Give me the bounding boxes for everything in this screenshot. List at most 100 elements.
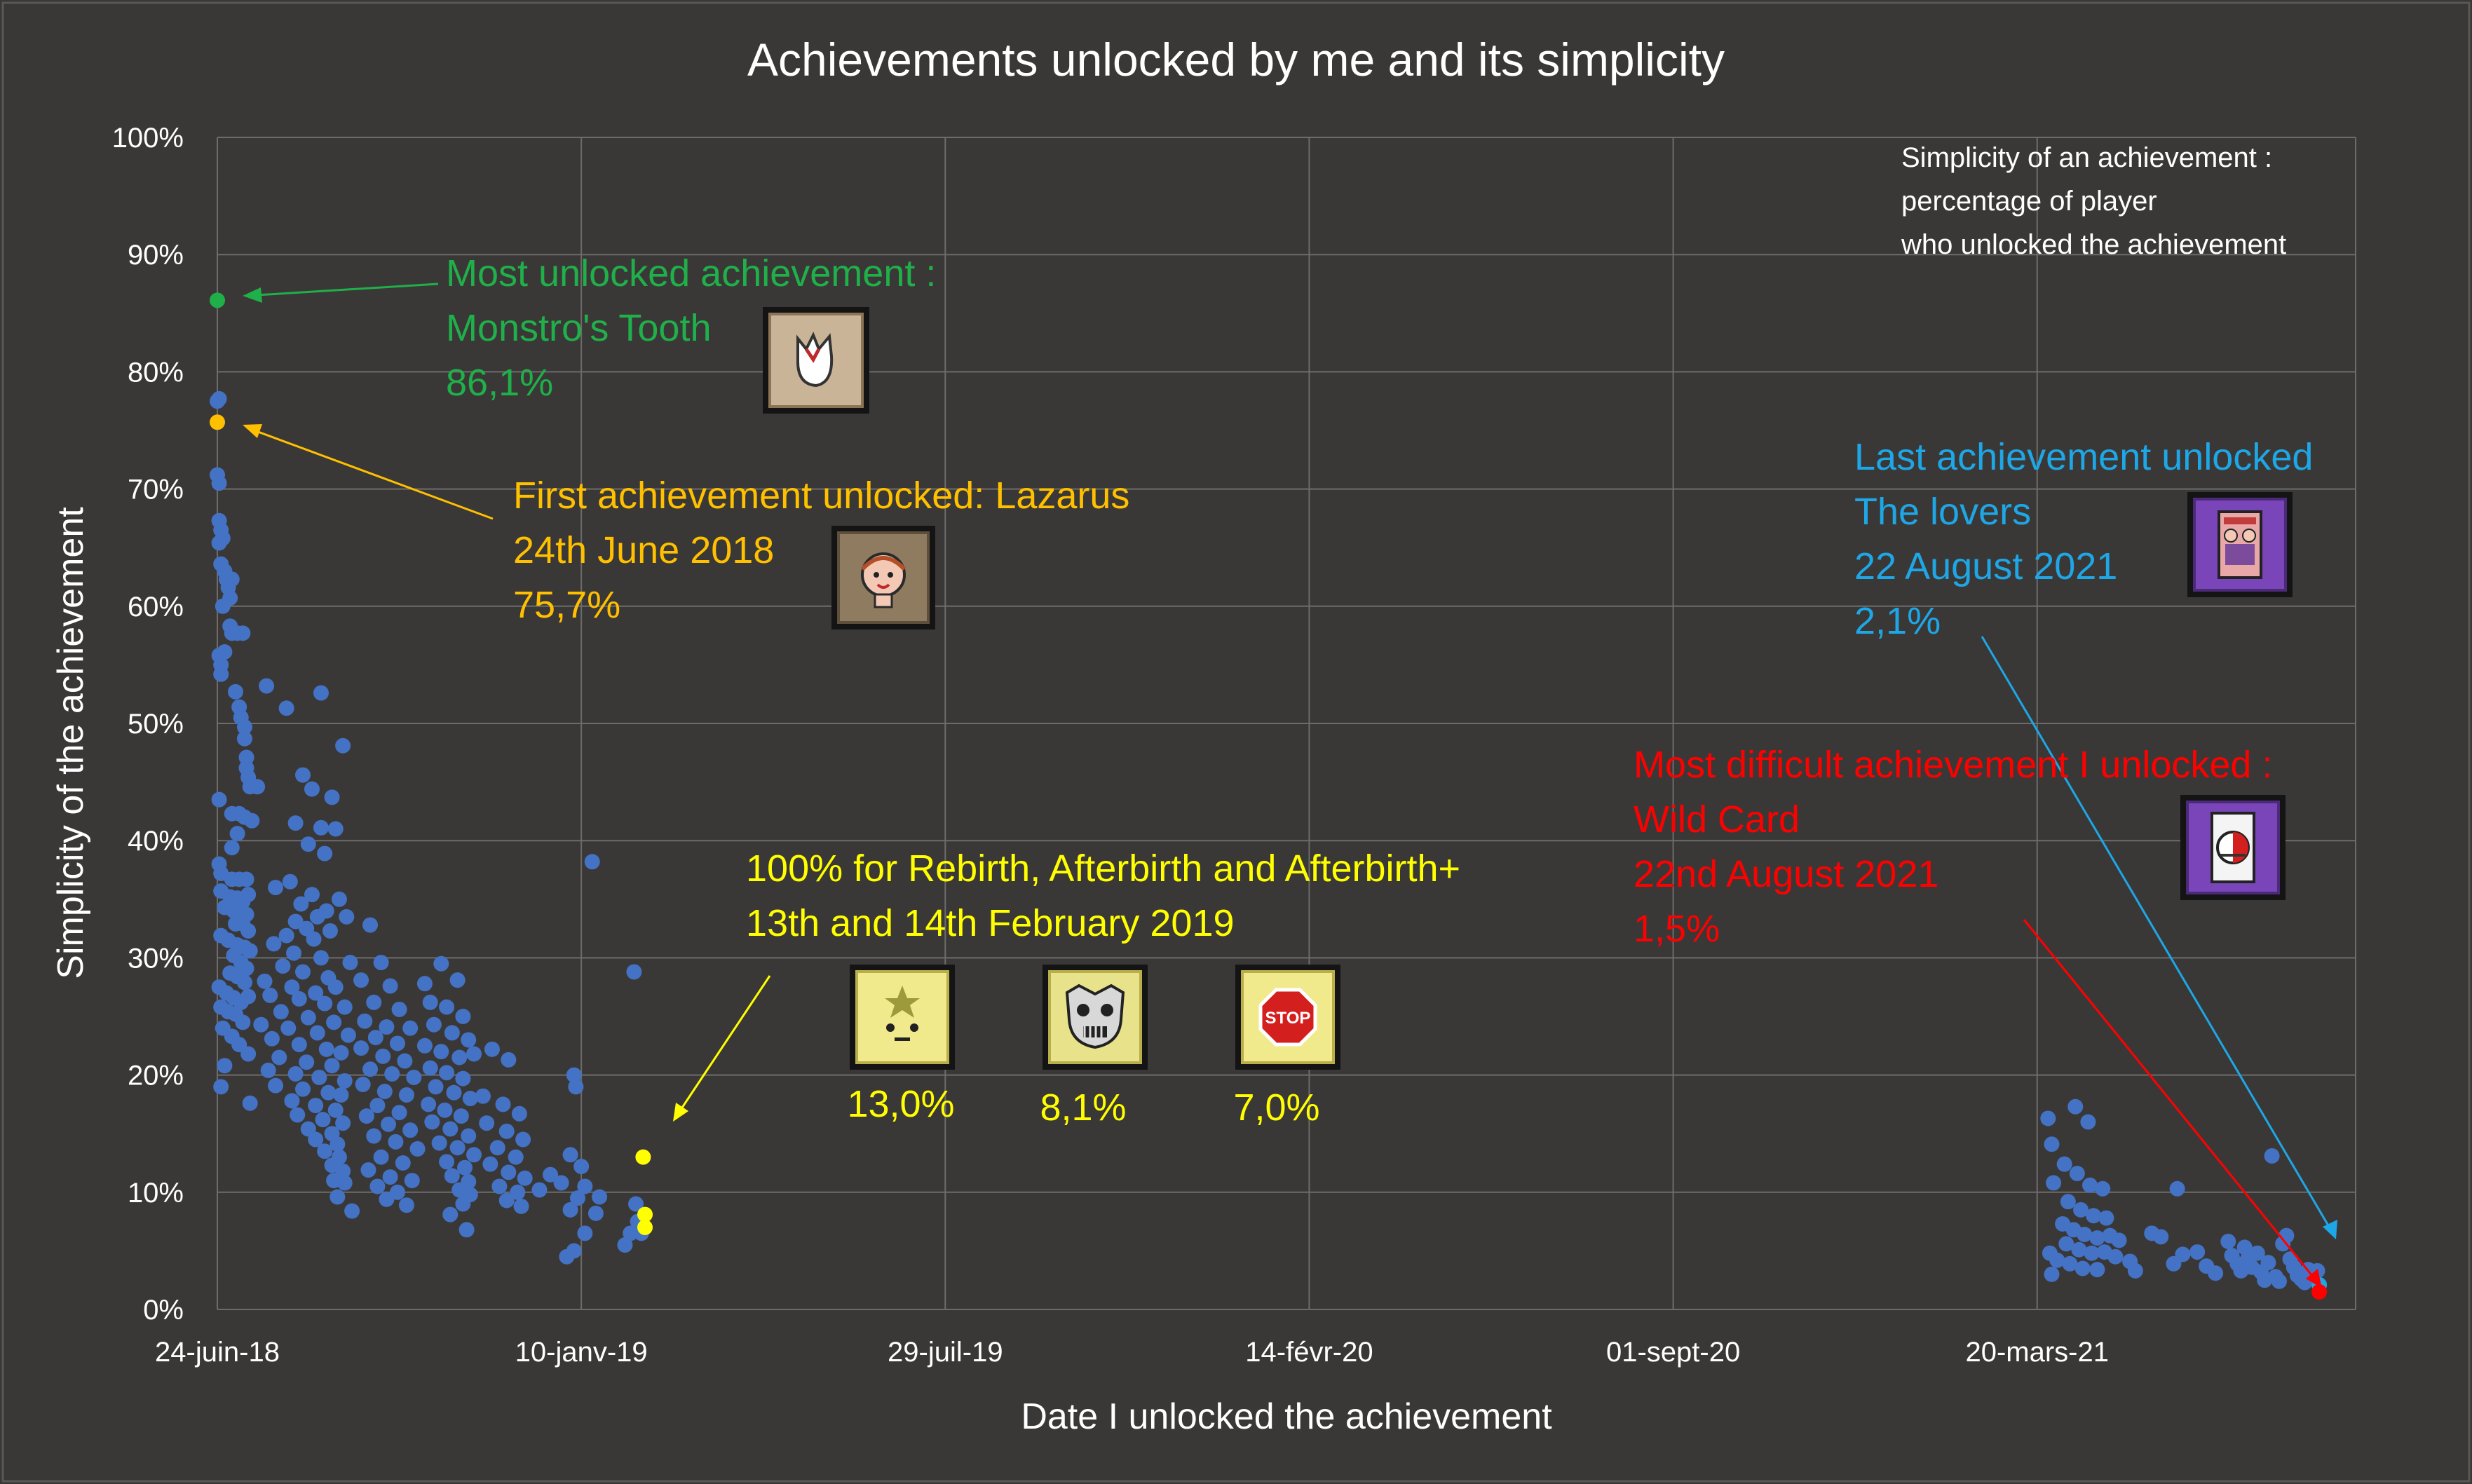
y-axis-tick-labels: 0% 10% 20% 30% 40% 50% 60% 70% 80% 90% 100%	[112, 123, 184, 1326]
data-point	[389, 1184, 405, 1200]
data-point	[240, 923, 257, 939]
data-point	[553, 1175, 569, 1191]
data-point	[227, 683, 243, 700]
data-point	[628, 1196, 644, 1212]
data-point	[562, 1147, 578, 1163]
green-arrow-line	[245, 282, 439, 297]
data-point	[2084, 1245, 2100, 1261]
data-point	[2040, 1110, 2056, 1126]
annotation-line: Most difficult achievement I unlocked :	[1634, 744, 2272, 786]
definition-note: Simplicity of an achievement : percentag…	[1901, 142, 2286, 260]
data-point	[235, 625, 251, 641]
data-point	[428, 1079, 444, 1095]
data-point	[2189, 1244, 2206, 1260]
data-point	[317, 845, 333, 862]
data-point	[287, 815, 304, 831]
x-tick-label: 24-juin-18	[155, 1337, 280, 1368]
most-unlocked-annotation: Most unlocked achievement : Monstro's To…	[243, 252, 936, 404]
data-point	[313, 819, 329, 836]
data-point	[498, 1123, 515, 1139]
data-point	[466, 1046, 482, 1062]
data-point	[253, 1016, 269, 1033]
data-point	[402, 1020, 419, 1036]
data-point	[242, 1095, 258, 1111]
data-point	[2169, 1180, 2185, 1197]
annotation-line: 24th June 2018	[513, 529, 774, 571]
data-point	[479, 1115, 495, 1131]
x-tick-label: 10-janv-19	[515, 1337, 648, 1368]
data-point	[211, 475, 227, 491]
data-point	[362, 1061, 379, 1077]
data-point	[286, 945, 302, 961]
data-point	[391, 1105, 407, 1121]
completion-value: 13,0%	[847, 1083, 954, 1125]
data-point	[2260, 1255, 2276, 1271]
data-point	[2056, 1156, 2072, 1172]
data-point	[409, 1141, 426, 1157]
data-point	[266, 936, 282, 952]
y-tick-label: 40%	[128, 826, 184, 857]
data-point	[300, 836, 316, 852]
data-point	[2220, 1234, 2236, 1250]
data-point	[2069, 1166, 2085, 1182]
data-point	[455, 1070, 471, 1087]
data-point	[376, 1084, 393, 1100]
data-point	[515, 1131, 531, 1148]
data-point	[217, 1058, 233, 1074]
data-point	[444, 1168, 460, 1184]
data-point	[224, 571, 240, 587]
data-point	[317, 995, 333, 1012]
data-point	[284, 1093, 300, 1109]
data-point	[459, 1222, 475, 1238]
data-point	[284, 979, 300, 995]
data-point	[501, 1164, 517, 1180]
data-point	[236, 730, 252, 747]
data-point	[213, 666, 229, 682]
data-point	[2153, 1229, 2169, 1245]
data-point	[240, 1046, 257, 1062]
data-point	[623, 1225, 639, 1241]
annotation-line: Wild Card	[1634, 798, 1800, 840]
data-point	[311, 1069, 327, 1085]
y-tick-label: 0%	[143, 1295, 184, 1326]
data-point	[337, 1073, 353, 1089]
yellow-arrow-line	[675, 975, 771, 1117]
wild-card-icon	[2180, 795, 2286, 900]
data-point	[2067, 1098, 2084, 1115]
data-point	[449, 1140, 466, 1156]
x-tick-label: 14-févr-20	[1245, 1337, 1373, 1368]
x-tick-label: 20-mars-21	[1965, 1337, 2109, 1368]
gridlines	[217, 137, 2356, 1310]
data-point	[2086, 1208, 2102, 1224]
data-point	[2077, 1226, 2093, 1242]
data-point	[333, 1044, 349, 1061]
last-achievement-annotation: Last achievement unlocked The lovers 22 …	[1854, 436, 2337, 1239]
data-point	[442, 1206, 459, 1223]
data-point	[406, 1069, 422, 1085]
data-point	[229, 826, 245, 842]
data-point	[290, 1107, 306, 1123]
data-point	[439, 1065, 455, 1081]
annotation-line: 86,1%	[446, 362, 553, 404]
data-point	[2095, 1180, 2111, 1197]
data-point	[260, 1062, 276, 1078]
data-point	[235, 1014, 251, 1030]
data-point	[268, 880, 284, 896]
data-point	[327, 979, 344, 995]
y-tick-label: 80%	[128, 357, 184, 388]
data-point	[318, 1041, 334, 1057]
data-point	[353, 972, 369, 988]
data-point	[588, 1205, 604, 1221]
data-point	[431, 1135, 447, 1151]
annotation-line: 100% for Rebirth, Afterbirth and Afterbi…	[746, 847, 1460, 890]
data-point	[275, 958, 291, 974]
data-point	[250, 779, 266, 795]
data-point	[381, 1116, 396, 1132]
highlight-point	[637, 1219, 653, 1235]
data-point	[457, 1159, 473, 1176]
afterbirth-plus-icon: STOP	[1235, 965, 1340, 1070]
data-point	[498, 1192, 515, 1209]
data-point	[455, 1009, 471, 1024]
data-point	[382, 978, 398, 994]
data-point	[330, 1189, 346, 1205]
